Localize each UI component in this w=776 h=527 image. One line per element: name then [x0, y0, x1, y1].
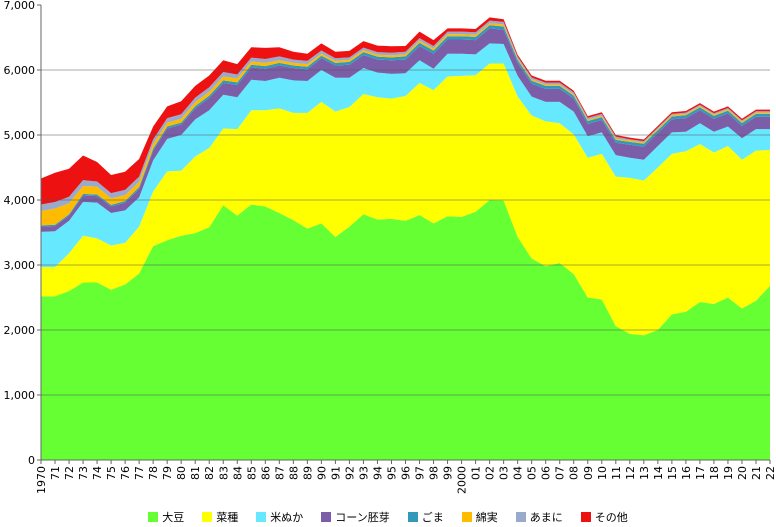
x-tick-label: 87 [273, 466, 286, 480]
y-tick-label: 1,000 [4, 389, 36, 402]
legend-swatch [580, 512, 591, 522]
x-tick-label: 90 [315, 466, 328, 480]
legend-item: 菜種 [202, 508, 238, 526]
x-tick-label: 21 [750, 466, 763, 480]
x-tick-label: 75 [105, 466, 118, 480]
x-tick-label: 78 [147, 466, 160, 480]
x-tick-label: 18 [708, 466, 721, 480]
x-tick-label: 76 [119, 466, 132, 480]
legend: 大豆 菜種 米ぬか コーン胚芽 ごま 綿実 あまに その他 [0, 508, 776, 526]
x-tick-label: 06 [540, 466, 553, 480]
x-tick-label: 71 [49, 466, 62, 480]
x-tick-label: 89 [301, 466, 314, 480]
x-tick-label: 15 [666, 466, 679, 480]
area-series-2 [41, 63, 770, 336]
x-tick-label: 20 [736, 466, 749, 480]
x-tick-label: 19 [722, 466, 735, 480]
x-axis-ticks: 1970 71 72 73 74 75 76 77 78 79 80 81 82 83 84 85 86 87 88… [35, 460, 776, 494]
legend-swatch [515, 512, 526, 522]
x-tick-label: 03 [498, 466, 511, 480]
x-tick-label: 97 [414, 466, 427, 480]
x-tick-label: 88 [287, 466, 300, 480]
x-tick-label: 74 [91, 466, 104, 480]
x-tick-label: 10 [596, 466, 609, 480]
x-tick-label: 09 [582, 466, 595, 480]
legend-item: コーン胚芽 [321, 508, 390, 526]
legend-item: その他 [580, 508, 628, 526]
x-tick-label: 81 [189, 466, 202, 480]
legend-label: 菜種 [216, 511, 239, 524]
legend-label: ごま [421, 511, 444, 524]
x-tick-label: 80 [175, 466, 188, 480]
x-tick-label: 84 [231, 466, 244, 480]
x-tick-label: 08 [568, 466, 581, 480]
x-tick-label: 86 [259, 466, 272, 480]
x-tick-label: 92 [343, 466, 356, 480]
y-tick-label: 4,000 [4, 194, 36, 207]
legend-label: コーン胚芽 [335, 511, 390, 524]
legend-label: 綿実 [475, 511, 498, 524]
legend-swatch [321, 512, 332, 522]
legend-item: 大豆 [148, 508, 184, 526]
y-tick-label: 6,000 [4, 64, 36, 77]
x-tick-label: 72 [63, 466, 76, 480]
gridlines [41, 69, 770, 396]
x-tick-label: 12 [624, 466, 637, 480]
x-tick-label: 85 [245, 466, 258, 480]
y-axis-ticks: 0 1,000 2,000 3,000 4,000 5,000 6,000 7,000 [4, 0, 41, 467]
legend-item: あまに [515, 508, 563, 526]
x-tick-label: 07 [554, 466, 567, 480]
x-tick-label: 04 [512, 466, 525, 480]
x-tick-label: 98 [428, 466, 441, 480]
x-tick-label: 91 [329, 466, 342, 480]
legend-label: 大豆 [162, 511, 185, 524]
x-tick-label: 05 [526, 466, 539, 480]
x-tick-label: 73 [77, 466, 90, 480]
series-areas [41, 17, 770, 460]
x-tick-label: 17 [694, 466, 707, 480]
y-tick-label: 5,000 [4, 129, 36, 142]
x-tick-label: 2000 [456, 466, 469, 494]
legend-item: ごま [407, 508, 444, 526]
x-tick-label: 77 [133, 466, 146, 480]
legend-swatch [461, 512, 472, 522]
x-tick-label: 93 [357, 466, 370, 480]
x-tick-label: 79 [161, 466, 174, 480]
x-tick-label: 13 [638, 466, 651, 480]
legend-item: 米ぬか [256, 508, 303, 526]
y-tick-label: 2,000 [4, 324, 36, 337]
area-series-3 [41, 43, 770, 267]
x-tick-label: 01 [470, 466, 483, 480]
legend-swatch [148, 512, 159, 522]
x-tick-label: 22 [764, 466, 776, 480]
x-tick-label: 1970 [35, 466, 48, 494]
legend-swatch [407, 512, 418, 522]
x-tick-label: 95 [385, 466, 398, 480]
y-tick-label: 7,000 [4, 0, 36, 12]
x-tick-label: 11 [610, 466, 623, 480]
area-series-4 [41, 28, 770, 232]
y-tick-label: 3,000 [4, 259, 36, 272]
legend-label: あまに [529, 511, 563, 524]
legend-item: 綿実 [461, 508, 498, 526]
x-tick-label: 02 [484, 466, 497, 480]
legend-swatch [256, 512, 267, 522]
y-tick-label: 0 [28, 454, 35, 467]
x-tick-label: 94 [371, 466, 384, 480]
x-tick-label: 99 [442, 466, 455, 480]
area-series-8 [41, 17, 770, 205]
x-tick-label: 16 [680, 466, 693, 480]
x-tick-label: 14 [652, 466, 665, 480]
legend-swatch [202, 512, 213, 522]
legend-label: 米ぬか [270, 511, 304, 524]
x-tick-label: 96 [400, 466, 413, 480]
x-tick-label: 82 [203, 466, 216, 480]
x-tick-label: 83 [217, 466, 230, 480]
legend-label: その他 [594, 511, 628, 524]
